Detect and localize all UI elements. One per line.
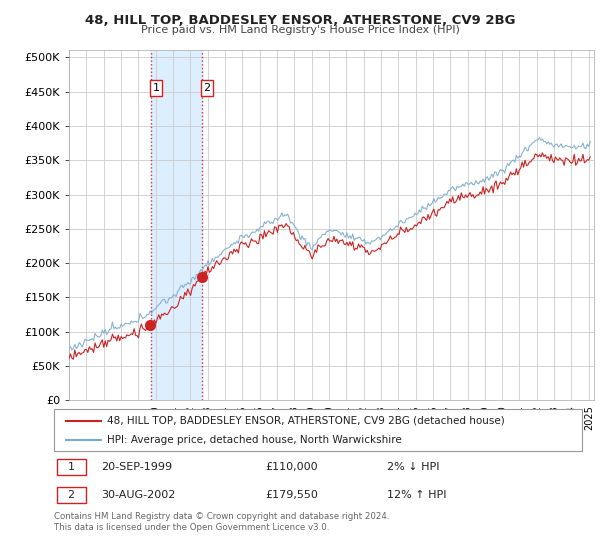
Bar [151,50,202,400]
Text: 2: 2 [68,490,75,500]
Text: 1: 1 [68,462,74,472]
Text: 12% ↑ HPI: 12% ↑ HPI [386,490,446,500]
Text: £179,550: £179,550 [265,490,318,500]
Bar [56,459,86,475]
Text: £110,000: £110,000 [265,462,318,472]
Text: 30-AUG-2002: 30-AUG-2002 [101,490,176,500]
Text: 1: 1 [152,83,160,93]
Text: HPI: Average price, detached house, North Warwickshire: HPI: Average price, detached house, Nort… [107,435,401,445]
Text: 20-SEP-1999: 20-SEP-1999 [101,462,173,472]
Text: 2: 2 [203,83,211,93]
Text: 48, HILL TOP, BADDESLEY ENSOR, ATHERSTONE, CV9 2BG (detached house): 48, HILL TOP, BADDESLEY ENSOR, ATHERSTON… [107,416,505,426]
Text: Contains HM Land Registry data © Crown copyright and database right 2024.
This d: Contains HM Land Registry data © Crown c… [54,512,389,532]
Text: 48, HILL TOP, BADDESLEY ENSOR, ATHERSTONE, CV9 2BG: 48, HILL TOP, BADDESLEY ENSOR, ATHERSTON… [85,14,515,27]
Text: 2% ↓ HPI: 2% ↓ HPI [386,462,439,472]
Text: Price paid vs. HM Land Registry's House Price Index (HPI): Price paid vs. HM Land Registry's House … [140,25,460,35]
Bar [56,487,86,503]
